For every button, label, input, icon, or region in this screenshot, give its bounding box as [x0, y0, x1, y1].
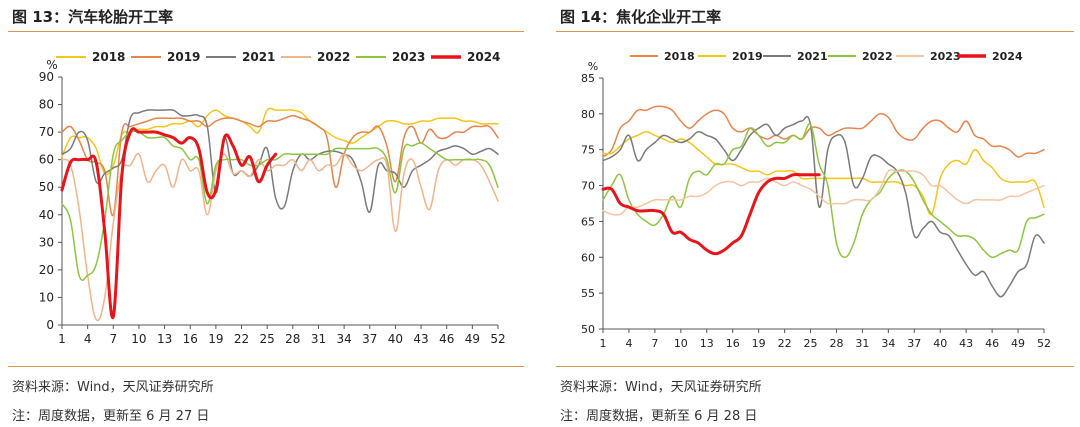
- note-text: 注：周度数据，更新至 6 月 27 日: [12, 409, 210, 424]
- series-line-2022: [602, 123, 1045, 259]
- y-tick-label: 40: [39, 208, 54, 222]
- y-tick-label: 70: [39, 125, 54, 139]
- x-tick-label: 25: [804, 337, 818, 350]
- x-tick-label: 4: [84, 332, 92, 346]
- legend-label-2023: 2023: [392, 50, 425, 64]
- series-line-2018: [602, 105, 1045, 158]
- y-tick-label: 60: [39, 153, 54, 167]
- x-tick-label: 46: [985, 337, 999, 350]
- legend-label-2018: 2018: [664, 50, 695, 63]
- legend-label-2024: 2024: [992, 50, 1023, 63]
- legend-label-2022: 2022: [862, 50, 893, 63]
- legend-label-2018: 2018: [92, 50, 125, 64]
- chart-panel-coking: 图 14：焦化企业开工率 50 55 60 65 70 75 80 85% 1 4 7 10 13 16 1…: [548, 0, 1080, 427]
- legend-label-2019: 2019: [732, 50, 763, 63]
- x-tick-label: 7: [651, 337, 658, 350]
- x-tick-label: 19: [752, 337, 766, 350]
- legend-label-2021: 2021: [242, 50, 275, 64]
- x-tick-label: 13: [157, 332, 172, 346]
- x-tick-label: 10: [674, 337, 688, 350]
- x-tick-label: 25: [260, 332, 275, 346]
- y-tick-label: 60: [581, 251, 595, 264]
- y-tick-label: 50: [39, 180, 54, 194]
- x-tick-label: 34: [881, 337, 895, 350]
- y-tick-label: 30: [39, 235, 54, 249]
- x-tick-label: 31: [311, 332, 326, 346]
- title-divider: [8, 31, 524, 32]
- source-text: 资料来源：Wind，天风证券研究所: [560, 380, 762, 395]
- line-chart-coking: 50 55 60 65 70 75 80 85% 1 4 7 10 13 16 19 22 25 28 31 34 37…: [581, 50, 1051, 350]
- x-tick-label: 10: [131, 332, 146, 346]
- footer-divider: [8, 366, 524, 367]
- y-tick-label: 50: [581, 323, 595, 336]
- legend-label-2023: 2023: [930, 50, 961, 63]
- line-chart-tire: 0 10 20 30 40 50 60 70 80 90% 1 4 7 10 13 16 19 22 25 28 31 3…: [39, 50, 506, 346]
- x-tick-label: 40: [933, 337, 947, 350]
- x-tick-label: 22: [778, 337, 792, 350]
- x-tick-label: 28: [829, 337, 843, 350]
- x-tick-label: 46: [439, 332, 454, 346]
- y-tick-label: 75: [581, 144, 595, 157]
- title-divider: [556, 31, 1074, 32]
- legend-label-2019: 2019: [167, 50, 200, 64]
- legend-label-2022: 2022: [317, 50, 350, 64]
- x-tick-label: 34: [336, 332, 351, 346]
- x-tick-label: 4: [625, 337, 632, 350]
- series-line-2024: [60, 127, 278, 320]
- x-tick-label: 49: [465, 332, 480, 346]
- series-line-2022: [61, 152, 499, 322]
- chart-panel-tire: 图 13：汽车轮胎开工率 0 10 20 30 40 50 60 70 80 90% 1 4 7 10 13…: [0, 0, 530, 427]
- source-text: 资料来源：Wind，天风证券研究所: [12, 380, 214, 395]
- series-line-2021: [61, 108, 499, 213]
- series-line-2023: [602, 169, 1045, 216]
- y-tick-label: 80: [581, 108, 595, 121]
- x-tick-label: 22: [234, 332, 249, 346]
- y-tick-label: 10: [39, 290, 54, 304]
- x-tick-label: 37: [362, 332, 377, 346]
- chart-title: 图 13：汽车轮胎开工率: [12, 8, 174, 26]
- series-line-2023: [61, 130, 499, 282]
- y-tick-label: 0: [46, 318, 54, 332]
- x-tick-label: 37: [907, 337, 921, 350]
- y-tick-label: 55: [581, 287, 595, 300]
- y-tick-label: 90: [39, 70, 54, 84]
- series-line-2024: [601, 173, 821, 256]
- x-tick-label: 40: [388, 332, 403, 346]
- chart-title: 图 14：焦化企业开工率: [560, 8, 722, 26]
- x-tick-label: 16: [726, 337, 740, 350]
- note-text: 注：周度数据，更新至 6 月 28 日: [560, 409, 758, 424]
- y-tick-label: 20: [39, 263, 54, 277]
- x-tick-label: 31: [855, 337, 869, 350]
- x-tick-label: 13: [700, 337, 714, 350]
- y-axis-label: %: [46, 58, 57, 72]
- x-tick-label: 49: [1011, 337, 1025, 350]
- x-tick-label: 16: [183, 332, 198, 346]
- series-line-2021: [602, 115, 1045, 298]
- x-tick-label: 19: [208, 332, 223, 346]
- x-tick-label: 43: [413, 332, 428, 346]
- x-tick-label: 1: [600, 337, 607, 350]
- x-tick-label: 1: [58, 332, 66, 346]
- x-tick-label: 52: [490, 332, 505, 346]
- x-tick-label: 28: [285, 332, 300, 346]
- x-tick-label: 7: [109, 332, 117, 346]
- y-tick-label: 80: [39, 98, 54, 112]
- x-tick-label: 52: [1037, 337, 1051, 350]
- series-line-2019: [61, 114, 499, 217]
- x-tick-label: 43: [959, 337, 973, 350]
- footer-divider: [556, 366, 1074, 367]
- y-tick-label: 85: [581, 72, 595, 85]
- legend-label-2021: 2021: [797, 50, 828, 63]
- y-axis-label: %: [588, 60, 598, 73]
- y-tick-label: 70: [581, 180, 595, 193]
- y-tick-label: 65: [581, 215, 595, 228]
- legend-label-2024: 2024: [467, 50, 500, 64]
